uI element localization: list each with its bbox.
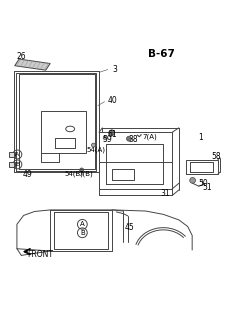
Circle shape — [109, 130, 115, 136]
Text: B: B — [80, 230, 85, 236]
Text: 45: 45 — [124, 223, 134, 232]
Text: 49: 49 — [22, 170, 32, 179]
Text: 58: 58 — [212, 152, 221, 161]
Circle shape — [126, 136, 131, 141]
Text: 54(B): 54(B) — [65, 171, 84, 177]
Circle shape — [80, 168, 84, 172]
Text: FRONT: FRONT — [27, 251, 53, 260]
Text: B: B — [15, 162, 20, 167]
Text: 38: 38 — [128, 135, 138, 144]
Text: 61: 61 — [108, 130, 117, 139]
Polygon shape — [15, 59, 50, 70]
Text: 40: 40 — [108, 96, 118, 105]
Text: 31: 31 — [160, 189, 170, 198]
Text: 50: 50 — [198, 179, 208, 188]
Text: A: A — [15, 152, 20, 157]
Text: 7(B): 7(B) — [79, 171, 93, 177]
Text: 51: 51 — [202, 183, 212, 192]
Text: 1: 1 — [198, 133, 202, 142]
Circle shape — [190, 178, 196, 183]
Text: A: A — [80, 221, 85, 227]
FancyBboxPatch shape — [9, 152, 15, 157]
Circle shape — [103, 136, 107, 140]
Text: 54(A): 54(A) — [87, 146, 106, 153]
Text: 7(A): 7(A) — [142, 133, 157, 140]
Text: 59: 59 — [102, 135, 112, 144]
Circle shape — [91, 143, 95, 147]
Text: B-67: B-67 — [148, 49, 175, 59]
FancyBboxPatch shape — [9, 162, 15, 167]
Text: 26: 26 — [17, 52, 27, 61]
Text: 3: 3 — [112, 65, 117, 74]
